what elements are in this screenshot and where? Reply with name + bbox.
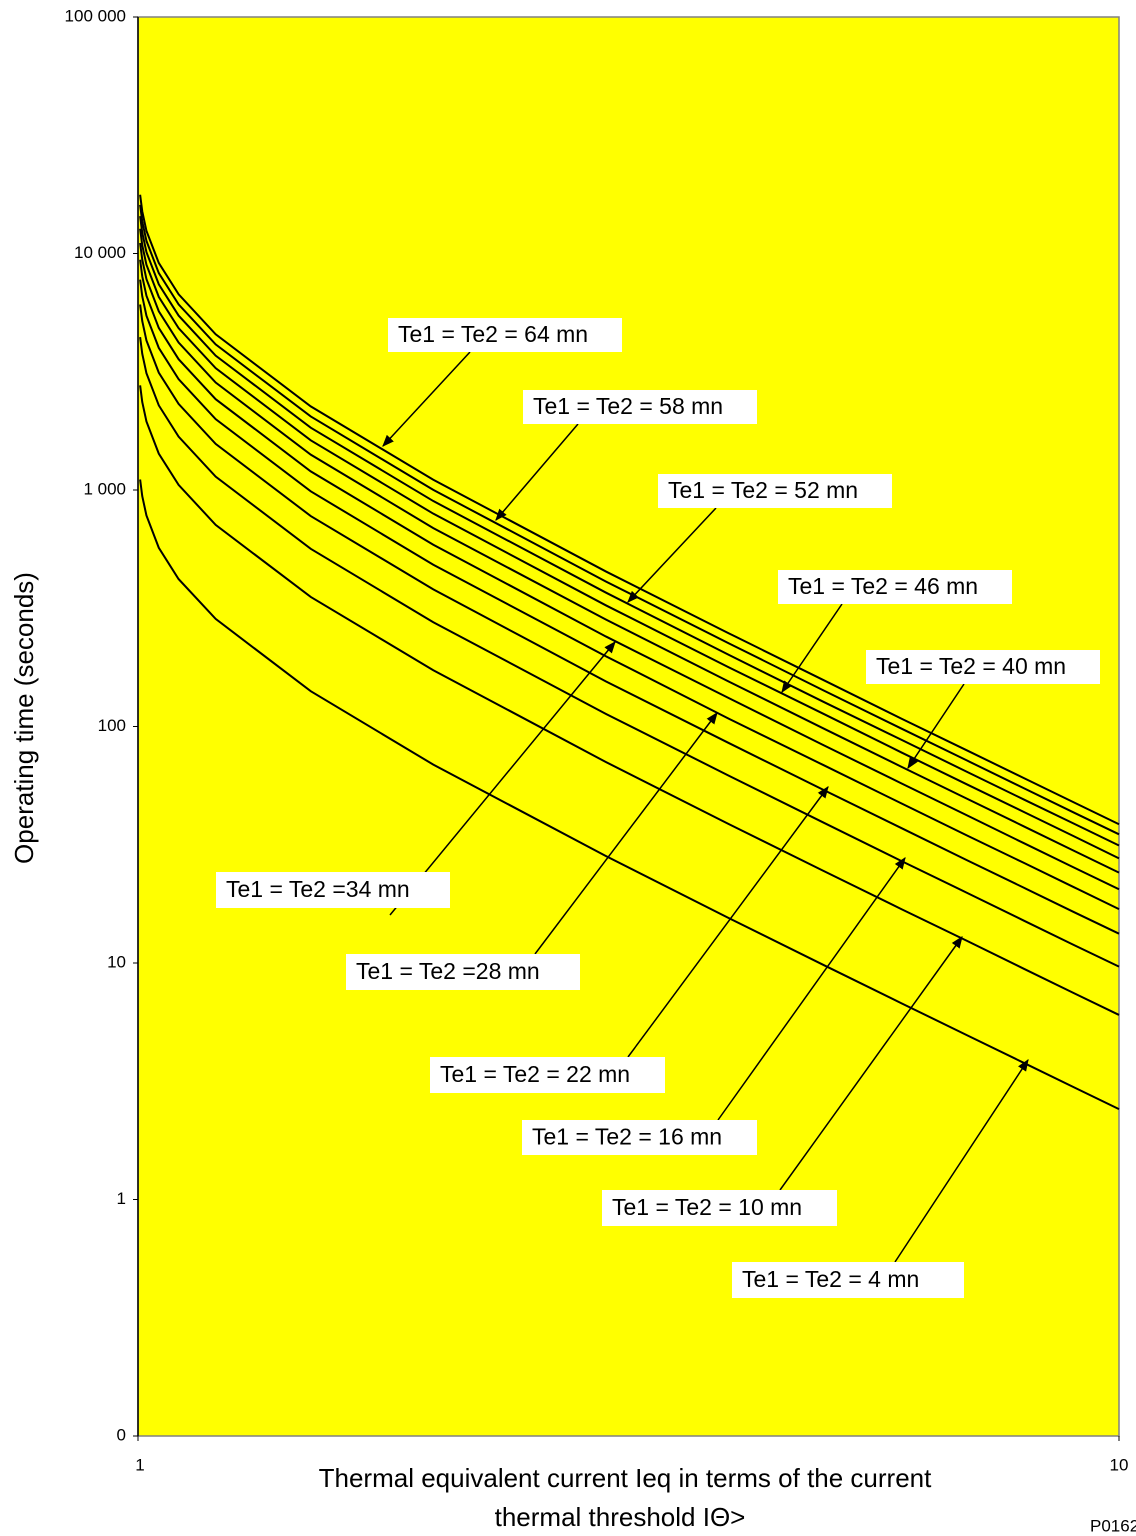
- annotation-box: [602, 1190, 837, 1226]
- annotation-box: [523, 390, 757, 424]
- curve: [139, 215, 1120, 847]
- curve: [139, 304, 1120, 935]
- annotation-arrow: [907, 683, 965, 769]
- annotation-label: Te1 = Te2 = 40 mn: [876, 653, 1066, 679]
- annotation-box: [778, 570, 1012, 604]
- annotation-arrow: [781, 603, 843, 693]
- curve: [139, 279, 1120, 910]
- annotation-box: [430, 1057, 665, 1093]
- x-axis-label: Thermal equivalent current Ieq in terms …: [319, 1463, 933, 1493]
- x-tick-label: 10: [1110, 1455, 1129, 1474]
- x-axis-label: thermal threshold IΘ>: [495, 1502, 746, 1532]
- annotation-arrow: [894, 1058, 1029, 1263]
- annotation-box: [522, 1120, 757, 1155]
- curve: [139, 337, 1120, 968]
- annotation-label: Te1 = Te2 = 4 mn: [742, 1266, 919, 1292]
- curve: [139, 259, 1120, 891]
- annotation-arrow: [627, 507, 717, 603]
- curve: [139, 228, 1120, 860]
- annotation-box: [388, 318, 622, 352]
- y-tick-label: 1: [117, 1189, 126, 1208]
- annotation-arrow: [627, 786, 829, 1058]
- y-tick-label: 100 000: [65, 6, 126, 25]
- annotation-box: [658, 474, 892, 508]
- annotation-label: Te1 = Te2 = 52 mn: [668, 477, 858, 503]
- annotation-label: Te1 = Te2 = 58 mn: [533, 393, 723, 419]
- annotation-label: Te1 = Te2 = 10 mn: [612, 1194, 802, 1220]
- annotation-label: Te1 = Te2 =28 mn: [356, 958, 540, 984]
- curve: [139, 479, 1120, 1111]
- annotation-label: Te1 = Te2 = 22 mn: [440, 1061, 630, 1087]
- x-tick-label: 1: [135, 1455, 144, 1474]
- y-axis-label: Operating time (seconds): [9, 572, 39, 864]
- annotation-label: Te1 = Te2 =34 mn: [226, 876, 410, 902]
- footnote: P0162: [1090, 1516, 1136, 1535]
- curve: [139, 242, 1120, 874]
- annotation-box: [346, 954, 580, 990]
- curve: [139, 385, 1120, 1016]
- y-tick-label: 1 000: [83, 479, 126, 498]
- annotation-label: Te1 = Te2 = 16 mn: [532, 1124, 722, 1150]
- annotation-arrow: [382, 351, 471, 447]
- y-tick-label: 10: [107, 952, 126, 971]
- annotation-label: Te1 = Te2 = 46 mn: [788, 573, 978, 599]
- annotation-box: [732, 1262, 964, 1298]
- y-tick-label: 100: [98, 716, 126, 735]
- curve: [139, 204, 1120, 836]
- annotation-arrow: [534, 712, 718, 955]
- annotation-box: [216, 872, 450, 908]
- annotation-arrow: [389, 641, 616, 916]
- annotation-box: [866, 650, 1100, 684]
- annotation-arrow: [717, 857, 906, 1121]
- annotation-arrow: [779, 936, 963, 1191]
- annotation-arrow: [495, 423, 579, 521]
- y-tick-label: 0: [117, 1425, 126, 1444]
- y-tick-label: 10 000: [74, 243, 126, 262]
- annotation-label: Te1 = Te2 = 64 mn: [398, 321, 588, 347]
- curve: [139, 194, 1120, 826]
